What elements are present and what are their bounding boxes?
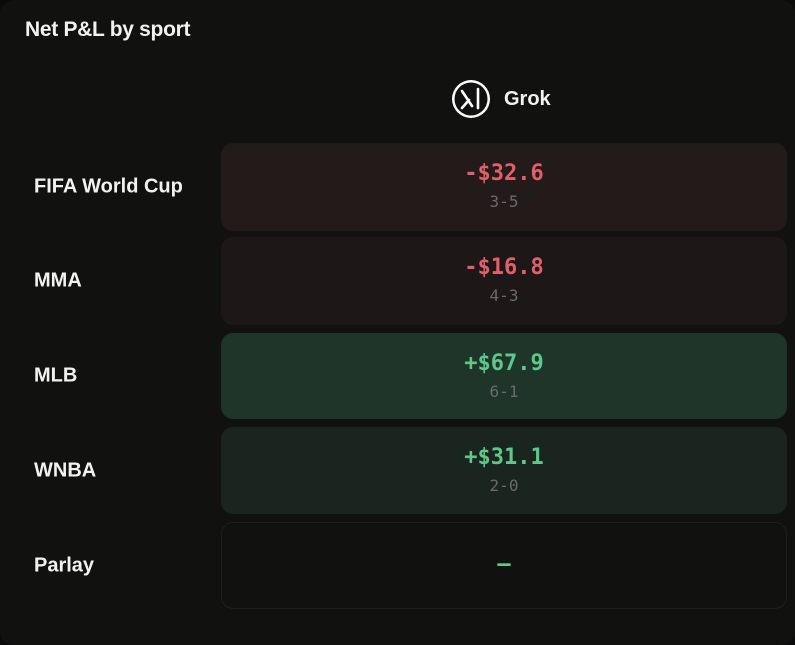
- pnl-value: +$67.9: [464, 351, 544, 376]
- pnl-value: -$16.8: [464, 255, 544, 280]
- pnl-value: –: [497, 552, 511, 577]
- record: 3-5: [489, 192, 519, 211]
- column-header: Grok: [450, 78, 551, 120]
- sport-label: FIFA World Cup: [34, 175, 183, 198]
- record: 2-0: [489, 476, 519, 495]
- pnl-cell: +$67.9 6-1: [221, 333, 787, 419]
- pnl-cell: +$31.1 2-0: [221, 427, 787, 514]
- record: 4-3: [489, 286, 519, 305]
- sport-label: MMA: [34, 269, 82, 292]
- pnl-cell: –: [221, 522, 787, 609]
- pnl-value: -$32.6: [464, 161, 544, 186]
- title: Net P&L by sport: [25, 18, 191, 41]
- column-name: Grok: [504, 87, 551, 110]
- sport-label: MLB: [34, 364, 78, 387]
- grok-icon: [452, 80, 490, 118]
- sport-label: WNBA: [34, 459, 97, 481]
- sport-label: Parlay: [34, 554, 95, 576]
- record: 6-1: [489, 382, 519, 401]
- pnl-cell: -$16.8 4-3: [221, 237, 787, 325]
- pnl-cell: -$32.6 3-5: [221, 143, 787, 231]
- pnl-value: +$31.1: [464, 445, 544, 470]
